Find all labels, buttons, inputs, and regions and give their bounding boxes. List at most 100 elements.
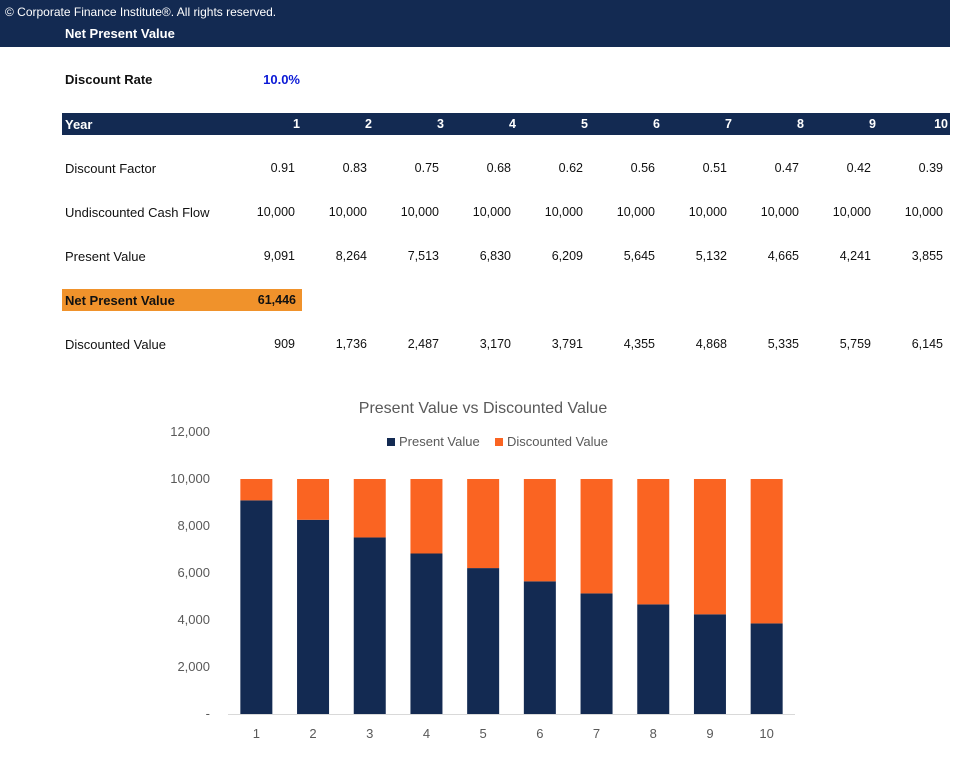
- present-value-bar[interactable]: [297, 519, 330, 714]
- present-value-bar[interactable]: [240, 500, 273, 714]
- x-tick-label: 5: [480, 726, 487, 741]
- present-value-bar[interactable]: [410, 553, 443, 714]
- discounted-value-bar[interactable]: [297, 479, 330, 520]
- table-cell[interactable]: 4,868: [695, 337, 727, 351]
- table-cell[interactable]: 5,335: [767, 337, 799, 351]
- discounted-value-bar[interactable]: [580, 479, 613, 594]
- discount-factor-row: Discount Factor 0.91 0.83 0.75 0.68 0.62…: [62, 157, 950, 179]
- year-cell: 4: [509, 117, 516, 131]
- table-cell[interactable]: 3,855: [911, 249, 943, 263]
- table-cell[interactable]: 10,000: [616, 205, 655, 219]
- present-value-bar[interactable]: [467, 568, 500, 714]
- discounted-value-bar[interactable]: [693, 479, 726, 615]
- legend-label: Discounted Value: [507, 434, 608, 449]
- chart-bars[interactable]: [240, 479, 783, 714]
- table-cell[interactable]: 5,645: [623, 249, 655, 263]
- table-cell[interactable]: 0.39: [918, 161, 943, 175]
- x-tick-label: 2: [309, 726, 316, 741]
- table-cell[interactable]: 10,000: [544, 205, 583, 219]
- year-cell: 10: [934, 117, 948, 131]
- x-tick-label: 6: [536, 726, 543, 741]
- present-value-bar[interactable]: [580, 593, 613, 714]
- row-label: Discounted Value: [65, 337, 166, 352]
- present-value-bar[interactable]: [637, 604, 670, 714]
- x-axis: 1 2 3 4 5 6 7 8 9 10: [228, 714, 795, 741]
- table-cell[interactable]: 6,830: [479, 249, 511, 263]
- x-tick-label: 1: [253, 726, 260, 741]
- table-cell[interactable]: 0.91: [270, 161, 295, 175]
- y-tick-label: 2,000: [177, 659, 210, 674]
- year-cell: 2: [365, 117, 372, 131]
- x-tick-label: 4: [423, 726, 430, 741]
- present-value-bar[interactable]: [750, 623, 783, 714]
- x-tick-label: 3: [366, 726, 373, 741]
- x-tick-label: 7: [593, 726, 600, 741]
- discounted-value-bar[interactable]: [637, 479, 670, 605]
- table-cell[interactable]: 0.75: [414, 161, 439, 175]
- discounted-value-bar[interactable]: [240, 479, 273, 501]
- year-cell: 6: [653, 117, 660, 131]
- year-cell: 9: [869, 117, 876, 131]
- discounted-value-bar[interactable]: [353, 479, 386, 538]
- table-cell[interactable]: 0.56: [630, 161, 655, 175]
- table-cell[interactable]: 10,000: [832, 205, 871, 219]
- table-cell[interactable]: 10,000: [400, 205, 439, 219]
- y-tick-label: 4,000: [177, 612, 210, 627]
- row-label: Undiscounted Cash Flow: [65, 205, 210, 220]
- table-cell[interactable]: 10,000: [760, 205, 799, 219]
- table-cell[interactable]: 6,209: [551, 249, 583, 263]
- table-cell[interactable]: 4,355: [623, 337, 655, 351]
- table-cell[interactable]: 7,513: [407, 249, 439, 263]
- stacked-bar-chart[interactable]: Present Value vs Discounted Value Presen…: [150, 390, 830, 755]
- row-label: Present Value: [65, 249, 146, 264]
- year-cell: 7: [725, 117, 732, 131]
- discounted-value-bar[interactable]: [523, 479, 556, 582]
- discount-rate-label: Discount Rate: [65, 72, 153, 87]
- year-header-row: Year 1 2 3 4 5 6 7 8 9 10: [62, 113, 950, 135]
- x-tick-label: 8: [650, 726, 657, 741]
- legend-swatch-present-value: [387, 438, 395, 446]
- present-value-bar[interactable]: [353, 537, 386, 714]
- table-cell[interactable]: 0.62: [558, 161, 583, 175]
- table-cell[interactable]: 1,736: [335, 337, 367, 351]
- table-cell[interactable]: 909: [274, 337, 295, 351]
- table-cell[interactable]: 4,241: [839, 249, 871, 263]
- table-cell[interactable]: 5,759: [839, 337, 871, 351]
- year-cell: 5: [581, 117, 588, 131]
- table-cell[interactable]: 0.42: [846, 161, 871, 175]
- discounted-value-bar[interactable]: [410, 479, 443, 554]
- table-cell[interactable]: 10,000: [328, 205, 367, 219]
- discount-rate-value[interactable]: 10.0%: [263, 72, 300, 87]
- table-cell[interactable]: 10,000: [688, 205, 727, 219]
- table-cell[interactable]: 4,665: [767, 249, 799, 263]
- table-cell[interactable]: 3,791: [551, 337, 583, 351]
- y-tick-label: 6,000: [177, 565, 210, 580]
- table-cell[interactable]: 2,487: [407, 337, 439, 351]
- table-cell[interactable]: 6,145: [911, 337, 943, 351]
- present-value-row: Present Value 9,091 8,264 7,513 6,830 6,…: [62, 245, 950, 267]
- header-banner: © Corporate Finance Institute®. All righ…: [0, 0, 950, 47]
- npv-value[interactable]: 61,446: [257, 293, 296, 307]
- table-cell[interactable]: 0.47: [774, 161, 799, 175]
- year-cell: 1: [293, 117, 300, 131]
- table-cell[interactable]: 10,000: [256, 205, 295, 219]
- table-cell[interactable]: 0.68: [486, 161, 511, 175]
- chart-legend: Present Value Discounted Value: [387, 434, 608, 449]
- table-cell[interactable]: 8,264: [335, 249, 367, 263]
- y-tick-label: 12,000: [170, 424, 210, 439]
- table-cell[interactable]: 10,000: [904, 205, 943, 219]
- discounted-value-bar[interactable]: [467, 479, 500, 569]
- x-tick-label: 10: [759, 726, 773, 741]
- discounted-value-bar[interactable]: [750, 479, 783, 624]
- y-axis: - 2,000 4,000 6,000 8,000 10,000 12,000: [170, 424, 210, 721]
- table-cell[interactable]: 10,000: [472, 205, 511, 219]
- table-cell[interactable]: 0.51: [702, 161, 727, 175]
- table-cell[interactable]: 3,170: [479, 337, 511, 351]
- table-cell[interactable]: 5,132: [695, 249, 727, 263]
- table-cell[interactable]: 9,091: [263, 249, 295, 263]
- present-value-bar[interactable]: [693, 614, 726, 714]
- present-value-bar[interactable]: [523, 581, 556, 714]
- legend-swatch-discounted-value: [495, 438, 503, 446]
- table-cell[interactable]: 0.83: [342, 161, 367, 175]
- net-present-value-box: Net Present Value 61,446: [62, 289, 302, 311]
